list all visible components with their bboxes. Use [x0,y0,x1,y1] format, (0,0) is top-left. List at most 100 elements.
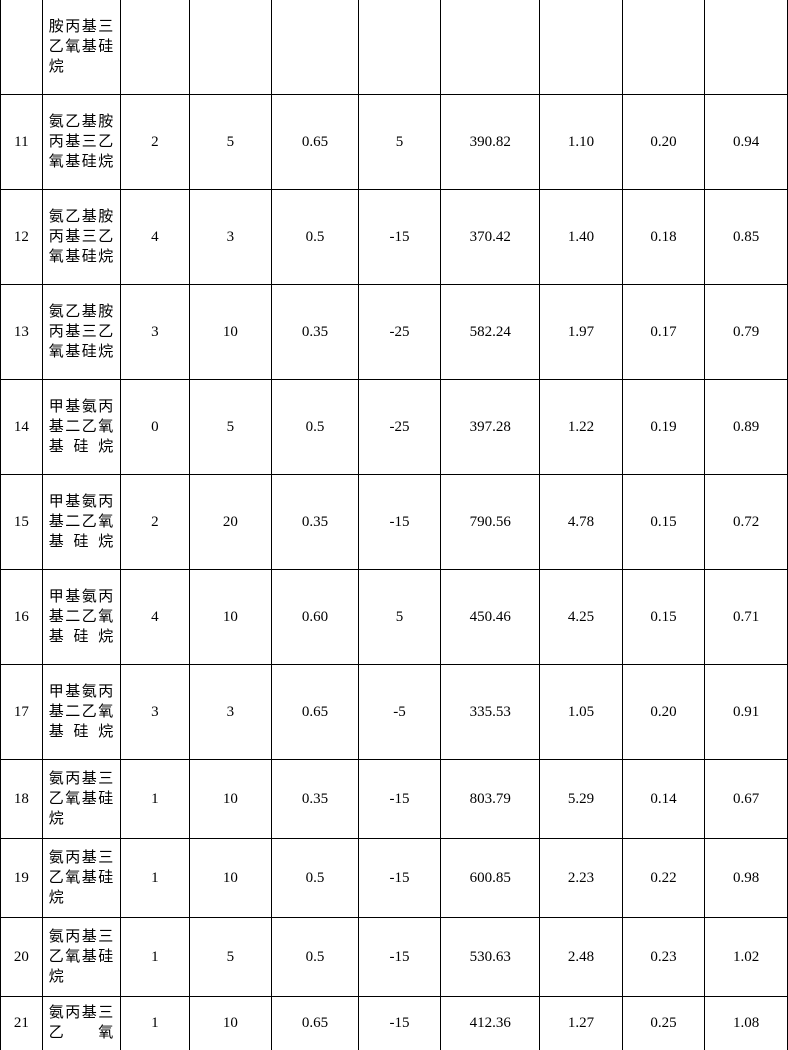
value-c6: 600.85 [441,839,540,918]
row-id: 16 [1,570,43,665]
row-id: 19 [1,839,43,918]
value-c6: 790.56 [441,475,540,570]
value-c5: -15 [358,190,441,285]
compound-name: 胺丙基三乙氧基硅烷 [42,0,120,95]
value-c7: 1.97 [540,285,623,380]
value-c3: 10 [189,997,272,1050]
value-c8: 0.20 [622,665,705,760]
value-c9: 0.67 [705,760,788,839]
value-c9: 0.79 [705,285,788,380]
row-id: 11 [1,95,43,190]
compound-name: 甲基氨丙基二乙氧基硅烷 [42,570,120,665]
value-c7: 1.27 [540,997,623,1050]
value-c4: 0.35 [272,475,359,570]
value-c4: 0.35 [272,760,359,839]
compound-name: 氨丙基三乙氧基硅烷 [42,839,120,918]
compound-name: 氨丙基三乙氧基硅烷 [42,918,120,997]
value-c2: 4 [121,190,189,285]
row-id [1,0,43,95]
table-row: 17甲基氨丙基二乙氧基硅烷330.65-5335.531.050.200.91 [1,665,788,760]
value-c2: 3 [121,665,189,760]
value-c7: 1.22 [540,380,623,475]
value-c4: 0.65 [272,95,359,190]
value-c8: 0.25 [622,997,705,1050]
value-c5: -15 [358,997,441,1050]
value-c5: -5 [358,665,441,760]
value-c2: 1 [121,760,189,839]
value-c3: 10 [189,570,272,665]
value-c6: 412.36 [441,997,540,1050]
value-c5: -15 [358,475,441,570]
compound-name: 甲基氨丙基二乙氧基硅烷 [42,475,120,570]
table-row: 19氨丙基三乙氧基硅烷1100.5-15600.852.230.220.98 [1,839,788,918]
value-c5: 5 [358,570,441,665]
value-c9: 0.71 [705,570,788,665]
table-row: 18氨丙基三乙氧基硅烷1100.35-15803.795.290.140.67 [1,760,788,839]
value-c5: -15 [358,760,441,839]
value-c3: 5 [189,380,272,475]
compound-name: 氨乙基胺丙基三乙氧基硅烷 [42,95,120,190]
value-c3: 3 [189,665,272,760]
table-row: 20氨丙基三乙氧基硅烷150.5-15530.632.480.231.02 [1,918,788,997]
value-c6: 335.53 [441,665,540,760]
compound-name: 氨乙基胺丙基三乙氧基硅烷 [42,190,120,285]
row-id: 17 [1,665,43,760]
value-c8: 0.15 [622,475,705,570]
value-c2: 3 [121,285,189,380]
table-row: 13氨乙基胺丙基三乙氧基硅烷3100.35-25582.241.970.170.… [1,285,788,380]
table-row: 12氨乙基胺丙基三乙氧基硅烷430.5-15370.421.400.180.85 [1,190,788,285]
value-c8: 0.23 [622,918,705,997]
value-c7: 1.10 [540,95,623,190]
value-c7: 5.29 [540,760,623,839]
row-id: 14 [1,380,43,475]
value-c2: 1 [121,918,189,997]
value-c4: 0.5 [272,190,359,285]
table-row: 胺丙基三乙氧基硅烷 [1,0,788,95]
value-c6: 450.46 [441,570,540,665]
value-c2 [121,0,189,95]
row-id: 20 [1,918,43,997]
value-c7: 2.48 [540,918,623,997]
value-c4: 0.5 [272,380,359,475]
value-c2: 2 [121,95,189,190]
value-c8: 0.19 [622,380,705,475]
value-c5: -25 [358,285,441,380]
value-c4: 0.5 [272,839,359,918]
table-row: 14甲基氨丙基二乙氧基硅烷050.5-25397.281.220.190.89 [1,380,788,475]
value-c3: 10 [189,285,272,380]
value-c6: 582.24 [441,285,540,380]
table-row: 11氨乙基胺丙基三乙氧基硅烷250.655390.821.100.200.94 [1,95,788,190]
value-c8: 0.17 [622,285,705,380]
value-c9: 0.94 [705,95,788,190]
value-c9: 0.91 [705,665,788,760]
value-c5: -15 [358,918,441,997]
value-c5: -15 [358,839,441,918]
value-c8: 0.20 [622,95,705,190]
row-id: 18 [1,760,43,839]
data-table: 胺丙基三乙氧基硅烷11氨乙基胺丙基三乙氧基硅烷250.655390.821.10… [0,0,788,1050]
value-c8: 0.15 [622,570,705,665]
value-c3: 10 [189,760,272,839]
row-id: 13 [1,285,43,380]
value-c3 [189,0,272,95]
value-c3: 5 [189,918,272,997]
value-c3: 3 [189,190,272,285]
value-c9 [705,0,788,95]
value-c2: 1 [121,997,189,1050]
value-c9: 0.98 [705,839,788,918]
value-c5: -25 [358,380,441,475]
value-c8: 0.14 [622,760,705,839]
value-c9: 1.02 [705,918,788,997]
value-c5 [358,0,441,95]
value-c9: 0.89 [705,380,788,475]
table-body: 胺丙基三乙氧基硅烷11氨乙基胺丙基三乙氧基硅烷250.655390.821.10… [1,0,788,1050]
value-c7: 4.78 [540,475,623,570]
value-c6: 397.28 [441,380,540,475]
value-c7: 2.23 [540,839,623,918]
compound-name: 氨乙基胺丙基三乙氧基硅烷 [42,285,120,380]
value-c7: 1.40 [540,190,623,285]
table-row: 15甲基氨丙基二乙氧基硅烷2200.35-15790.564.780.150.7… [1,475,788,570]
table-row: 21氨丙基三乙氧1100.65-15412.361.270.251.08 [1,997,788,1050]
value-c2: 0 [121,380,189,475]
value-c2: 2 [121,475,189,570]
